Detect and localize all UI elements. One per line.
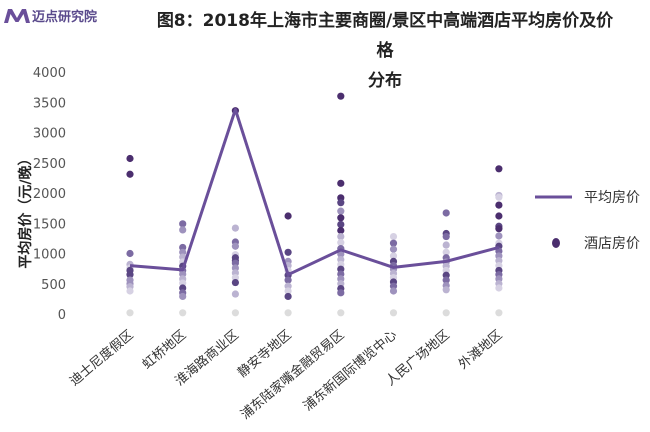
scatter-point [179,226,187,234]
scatter-point [126,287,134,295]
legend-label-hotel: 酒店房价 [584,236,640,252]
scatter-point [179,220,187,228]
line-series [129,108,500,277]
scatter-point [126,170,134,178]
scatter-point [389,245,398,253]
y-tick-label: 1000 [33,248,66,263]
brand-mark-icon [4,8,30,23]
x-tick-label: 外滩地区 [456,328,505,373]
scatter-point [126,309,134,317]
scatter-point [337,199,345,207]
y-axis: 0 500 1000 1500 2000 2500 3000 3500 4000 [33,66,66,323]
x-tick-label: 浦东新国际博览中心 [300,327,400,414]
x-tick-label: 虹桥地区 [140,328,189,373]
scatter-point [337,309,345,317]
y-tick-label: 500 [41,278,66,293]
scatter-point [284,276,292,284]
chart-title: 图8：2018年上海市主要商圈/景区中高端酒店平均房价及价格 分布 [150,6,620,96]
scatter-point [389,287,398,295]
scatter-point [231,278,239,287]
scatter-point [337,220,345,229]
y-tick-label: 3500 [33,96,66,111]
scatter-point [442,286,450,294]
scatter-point [231,224,239,232]
y-tick-label: 0 [58,308,66,323]
legend-dot-swatch [552,238,560,248]
x-tick-label: 浦东陆家嘴金融贸易区 [237,327,347,423]
scatter-point [337,239,345,247]
brand-logo: 迈点研究院 [4,6,97,25]
scatter-point [337,207,345,215]
scatter-point [389,232,398,241]
scatter-series [126,92,503,317]
scatter-point [126,271,134,279]
scatter-point [337,232,345,241]
scatter-point [337,226,345,235]
scatter-point [284,287,292,295]
scatter-point [179,292,187,301]
y-tick-label: 2500 [33,157,66,172]
scatter-point [337,214,345,222]
scatter-point [337,92,345,100]
scatter-point [337,289,345,297]
scatter-point [231,309,239,317]
brand-name: 迈点研究院 [32,10,98,25]
scatter-point [442,309,450,317]
scatter-point [495,232,503,240]
y-tick-label: 1500 [33,217,66,232]
scatter-point [126,154,134,163]
scatter-point [495,284,503,292]
scatter-point [495,165,503,173]
scatter-point [231,242,239,250]
scatter-point [284,212,292,220]
scatter-point [495,309,503,317]
x-axis: 迪士尼度假区 虹桥地区淮海路商业区静安寺地区浦东陆家嘴金融贸易区浦东新国际博览中心… [67,327,506,423]
y-tick-label: 2000 [33,187,66,202]
scatter-point [442,232,450,241]
average-price-line [129,108,500,277]
scatter-point [389,252,398,260]
scatter-point [442,276,450,284]
y-axis-label: 平均房价（元/晚） [17,151,34,268]
scatter-point [495,201,503,209]
scatter-point [284,309,292,317]
scatter-point [231,290,239,298]
scatter-point [179,309,187,317]
scatter-point [126,249,134,258]
chart-title-line1: 图8：2018年上海市主要商圈/景区中高端酒店平均房价及价格 [156,11,614,61]
scatter-point [495,193,503,201]
scatter-point [389,239,398,247]
y-tick-label: 3000 [33,127,66,142]
scatter-point [495,212,503,220]
x-tick-label: 迪士尼度假区 [67,327,137,389]
scatter-point [284,292,292,301]
scatter-point [389,309,398,317]
scatter-point [442,248,450,256]
legend-label-average: 平均房价 [584,190,640,206]
chart-title-line2: 分布 [368,71,402,91]
scatter-point [337,179,345,187]
scatter-point [284,248,292,256]
scatter-point [495,225,503,233]
scatter-point [442,241,450,249]
y-tick-label: 4000 [33,66,66,81]
scatter-point [442,209,450,217]
